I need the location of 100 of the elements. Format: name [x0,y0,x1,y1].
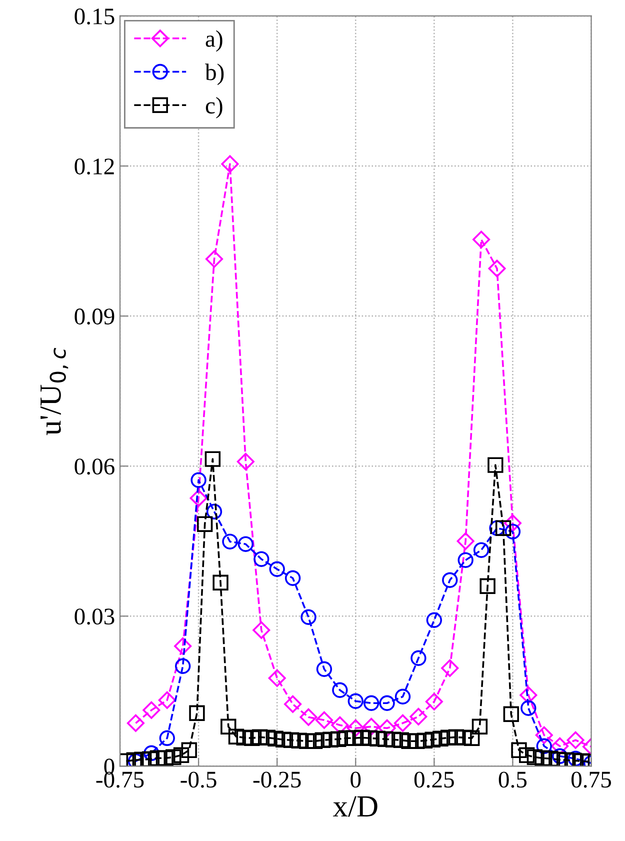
point [268,730,284,746]
point [346,719,364,737]
point [181,742,197,758]
point [410,650,426,666]
point [284,695,302,713]
point [536,738,552,754]
point [269,561,285,577]
legend-label: a) [206,30,222,52]
point [534,750,550,766]
point [228,728,244,744]
point [244,730,260,746]
point [458,552,474,568]
point [495,520,512,536]
point [330,731,346,747]
point [174,637,192,655]
y-tick-label: 0.12 [74,158,114,175]
point [535,726,553,744]
point [394,688,411,704]
x-tick-label: 0 [350,772,361,788]
point [566,731,584,749]
point [268,669,286,687]
point [385,732,402,748]
point [379,695,395,711]
point [346,730,362,746]
point [252,621,270,639]
point [299,733,315,749]
point [222,534,238,550]
x-axis-title: x/D [332,796,378,817]
point [526,749,543,765]
point [542,750,558,766]
point [362,730,378,746]
point [291,732,307,748]
point [441,659,459,677]
point [354,730,370,746]
point [150,750,166,766]
point [338,730,354,746]
point [520,700,536,716]
point [260,730,276,746]
point [362,718,380,736]
point [196,516,213,532]
point [472,718,488,734]
point [426,612,442,628]
point [166,749,182,765]
point [348,693,364,709]
point [316,661,332,677]
point [126,714,144,732]
legend-label: b) [205,64,224,86]
point [212,574,228,590]
point [440,730,456,746]
point [189,705,205,721]
x-tick-label: 0.75 [571,772,611,788]
point [448,729,464,745]
point [158,691,176,709]
point [174,658,191,674]
point [520,686,538,704]
point [473,542,490,558]
point [314,732,330,748]
x-tick-label: -0.25 [253,772,301,788]
point [306,733,323,749]
point [416,732,433,748]
legend-label: c) [206,97,222,118]
point [173,747,190,763]
y-tick-label: 0.03 [74,608,114,625]
point [300,609,316,625]
point [472,230,490,248]
point [370,730,386,746]
point [511,742,527,758]
point [456,532,474,550]
point [442,572,458,588]
point [159,730,175,746]
point [190,472,206,488]
point [276,732,292,748]
y-tick-label: 0.06 [74,458,114,475]
point [238,536,254,552]
point [283,732,300,748]
point [363,695,380,711]
point [550,752,566,766]
y-tick-label: 0.09 [74,308,114,325]
point [401,733,417,749]
point [480,578,496,594]
point [206,504,222,520]
point [332,682,348,698]
y-axis-title: u'/U$_{0,c}$ [40,348,68,436]
point [503,706,519,722]
point [300,708,318,726]
point [252,729,268,745]
y-tick-label: 0.15 [74,8,114,25]
x-tick-label: 0.25 [414,772,454,788]
point [315,711,333,729]
point [284,570,301,586]
point [432,730,448,746]
point [394,714,412,732]
point [378,731,394,747]
point [205,250,224,268]
point [410,708,428,726]
point [220,718,236,734]
point [489,520,505,536]
point [236,730,252,746]
point [142,751,158,766]
point [322,732,338,748]
